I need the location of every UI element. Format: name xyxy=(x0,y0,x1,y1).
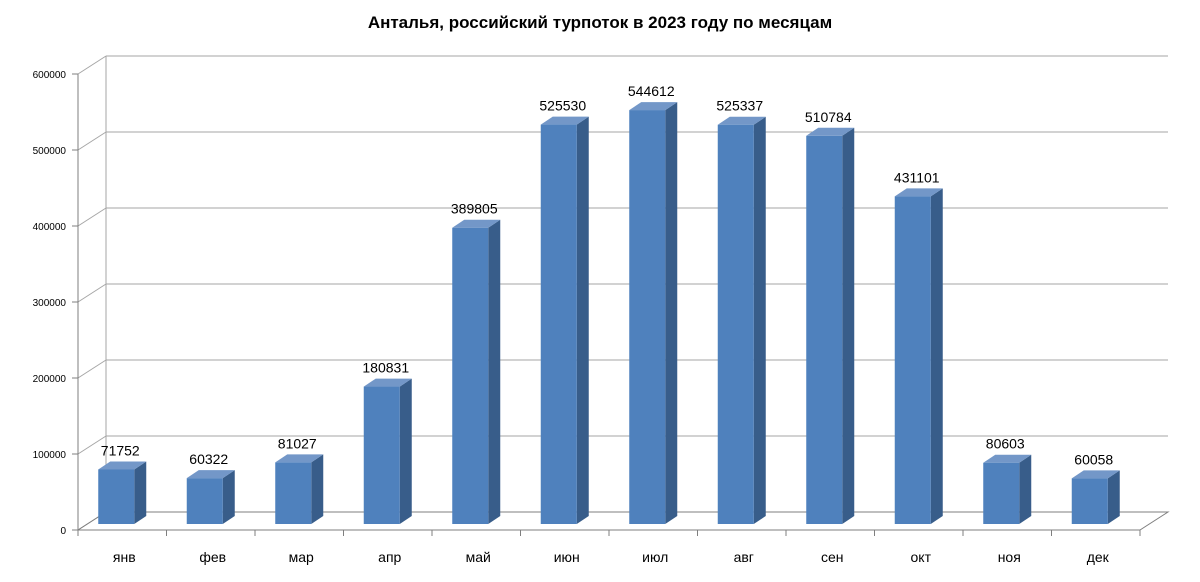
bar-top xyxy=(629,102,678,111)
gridline-diagonal xyxy=(77,435,107,455)
bar-side xyxy=(930,188,943,525)
bar xyxy=(363,378,412,524)
bar-side xyxy=(399,378,412,524)
x-tick-label: авг xyxy=(734,549,754,565)
data-label: 431101 xyxy=(894,169,940,185)
data-label: 525530 xyxy=(539,98,586,114)
bar-front xyxy=(983,462,1020,524)
x-tick-label: июн xyxy=(554,549,580,565)
bar-side xyxy=(488,219,501,524)
bar xyxy=(98,461,147,524)
bar-front xyxy=(806,135,843,525)
bar-top xyxy=(806,127,855,136)
data-label: 80603 xyxy=(986,436,1025,452)
bar xyxy=(275,454,324,524)
x-tick-label: янв xyxy=(113,549,136,565)
bar-side xyxy=(665,102,678,524)
bar-front xyxy=(540,124,577,524)
bar-top xyxy=(363,378,412,387)
bar-front xyxy=(894,196,931,525)
gridline-diagonal xyxy=(77,359,107,379)
bar-side xyxy=(1107,470,1120,524)
bar xyxy=(1071,470,1120,524)
bar xyxy=(540,116,589,524)
y-tick-label: 600000 xyxy=(33,70,67,81)
data-label: 81027 xyxy=(278,435,317,451)
bars xyxy=(98,102,1120,525)
bar xyxy=(983,454,1032,524)
data-labels: 71752 60322 81027 180831 389805 525530 544612 5… xyxy=(101,83,1114,467)
x-tick-label: май xyxy=(466,549,491,565)
bar-side xyxy=(842,127,855,524)
x-tick-label: фев xyxy=(199,549,226,565)
bar xyxy=(806,127,855,525)
bar-top xyxy=(186,470,235,479)
bar-top xyxy=(98,461,147,470)
gridline-diagonal xyxy=(77,55,107,75)
y-tick-label: 400000 xyxy=(33,222,67,233)
data-label: 544612 xyxy=(628,83,675,99)
bar-front xyxy=(186,478,223,524)
chart-title: Анталья, российский турпоток в 2023 году… xyxy=(368,13,832,32)
data-label: 510784 xyxy=(805,109,852,125)
bar-side xyxy=(134,461,147,524)
bar-front xyxy=(1071,478,1108,524)
bar-top xyxy=(894,188,943,197)
bar-side xyxy=(576,116,589,524)
bar xyxy=(894,188,943,525)
gridline-diagonal xyxy=(77,207,107,227)
bar-side xyxy=(1019,454,1032,524)
bar xyxy=(629,102,678,524)
bar-front xyxy=(629,110,666,524)
bar-top xyxy=(717,116,766,125)
x-tick-label: окт xyxy=(911,549,932,565)
bar-top xyxy=(452,219,501,228)
bar-top xyxy=(275,454,324,463)
x-tick-label: мар xyxy=(289,549,314,565)
y-tick-label: 500000 xyxy=(33,146,67,157)
x-tick-label: сен xyxy=(821,549,844,565)
x-tick-label: апр xyxy=(378,549,401,565)
gridline-diagonal xyxy=(77,283,107,303)
y-tick-label: 300000 xyxy=(33,298,67,309)
data-label: 71752 xyxy=(101,442,140,458)
y-tick-label: 0 xyxy=(60,526,66,537)
bar-front xyxy=(717,124,754,524)
bar-front xyxy=(275,462,312,524)
axes: 0 100000 200000 300000 400000 500000 600000 янв… xyxy=(33,56,1170,565)
data-label: 525337 xyxy=(716,98,763,114)
data-label: 60058 xyxy=(1074,451,1113,467)
data-label: 389805 xyxy=(451,201,498,217)
bar-top xyxy=(983,454,1032,463)
bar xyxy=(452,219,501,524)
x-tick-label: июл xyxy=(642,549,668,565)
bar-front xyxy=(363,386,400,524)
bar-top xyxy=(540,116,589,125)
x-tick-label: дек xyxy=(1087,549,1110,565)
data-label: 180831 xyxy=(362,360,409,376)
bar xyxy=(717,116,766,524)
bar-side xyxy=(222,470,235,524)
bar-front xyxy=(452,227,489,524)
bar-side xyxy=(311,454,324,524)
y-tick-label: 100000 xyxy=(33,450,67,461)
bar xyxy=(186,470,235,524)
y-tick-label: 200000 xyxy=(33,374,67,385)
x-tick-label: ноя xyxy=(998,549,1021,565)
gridline-diagonal xyxy=(77,131,107,151)
bar-side xyxy=(753,116,766,524)
data-label: 60322 xyxy=(189,451,228,467)
bar-top xyxy=(1071,470,1120,479)
bar-front xyxy=(98,469,135,524)
